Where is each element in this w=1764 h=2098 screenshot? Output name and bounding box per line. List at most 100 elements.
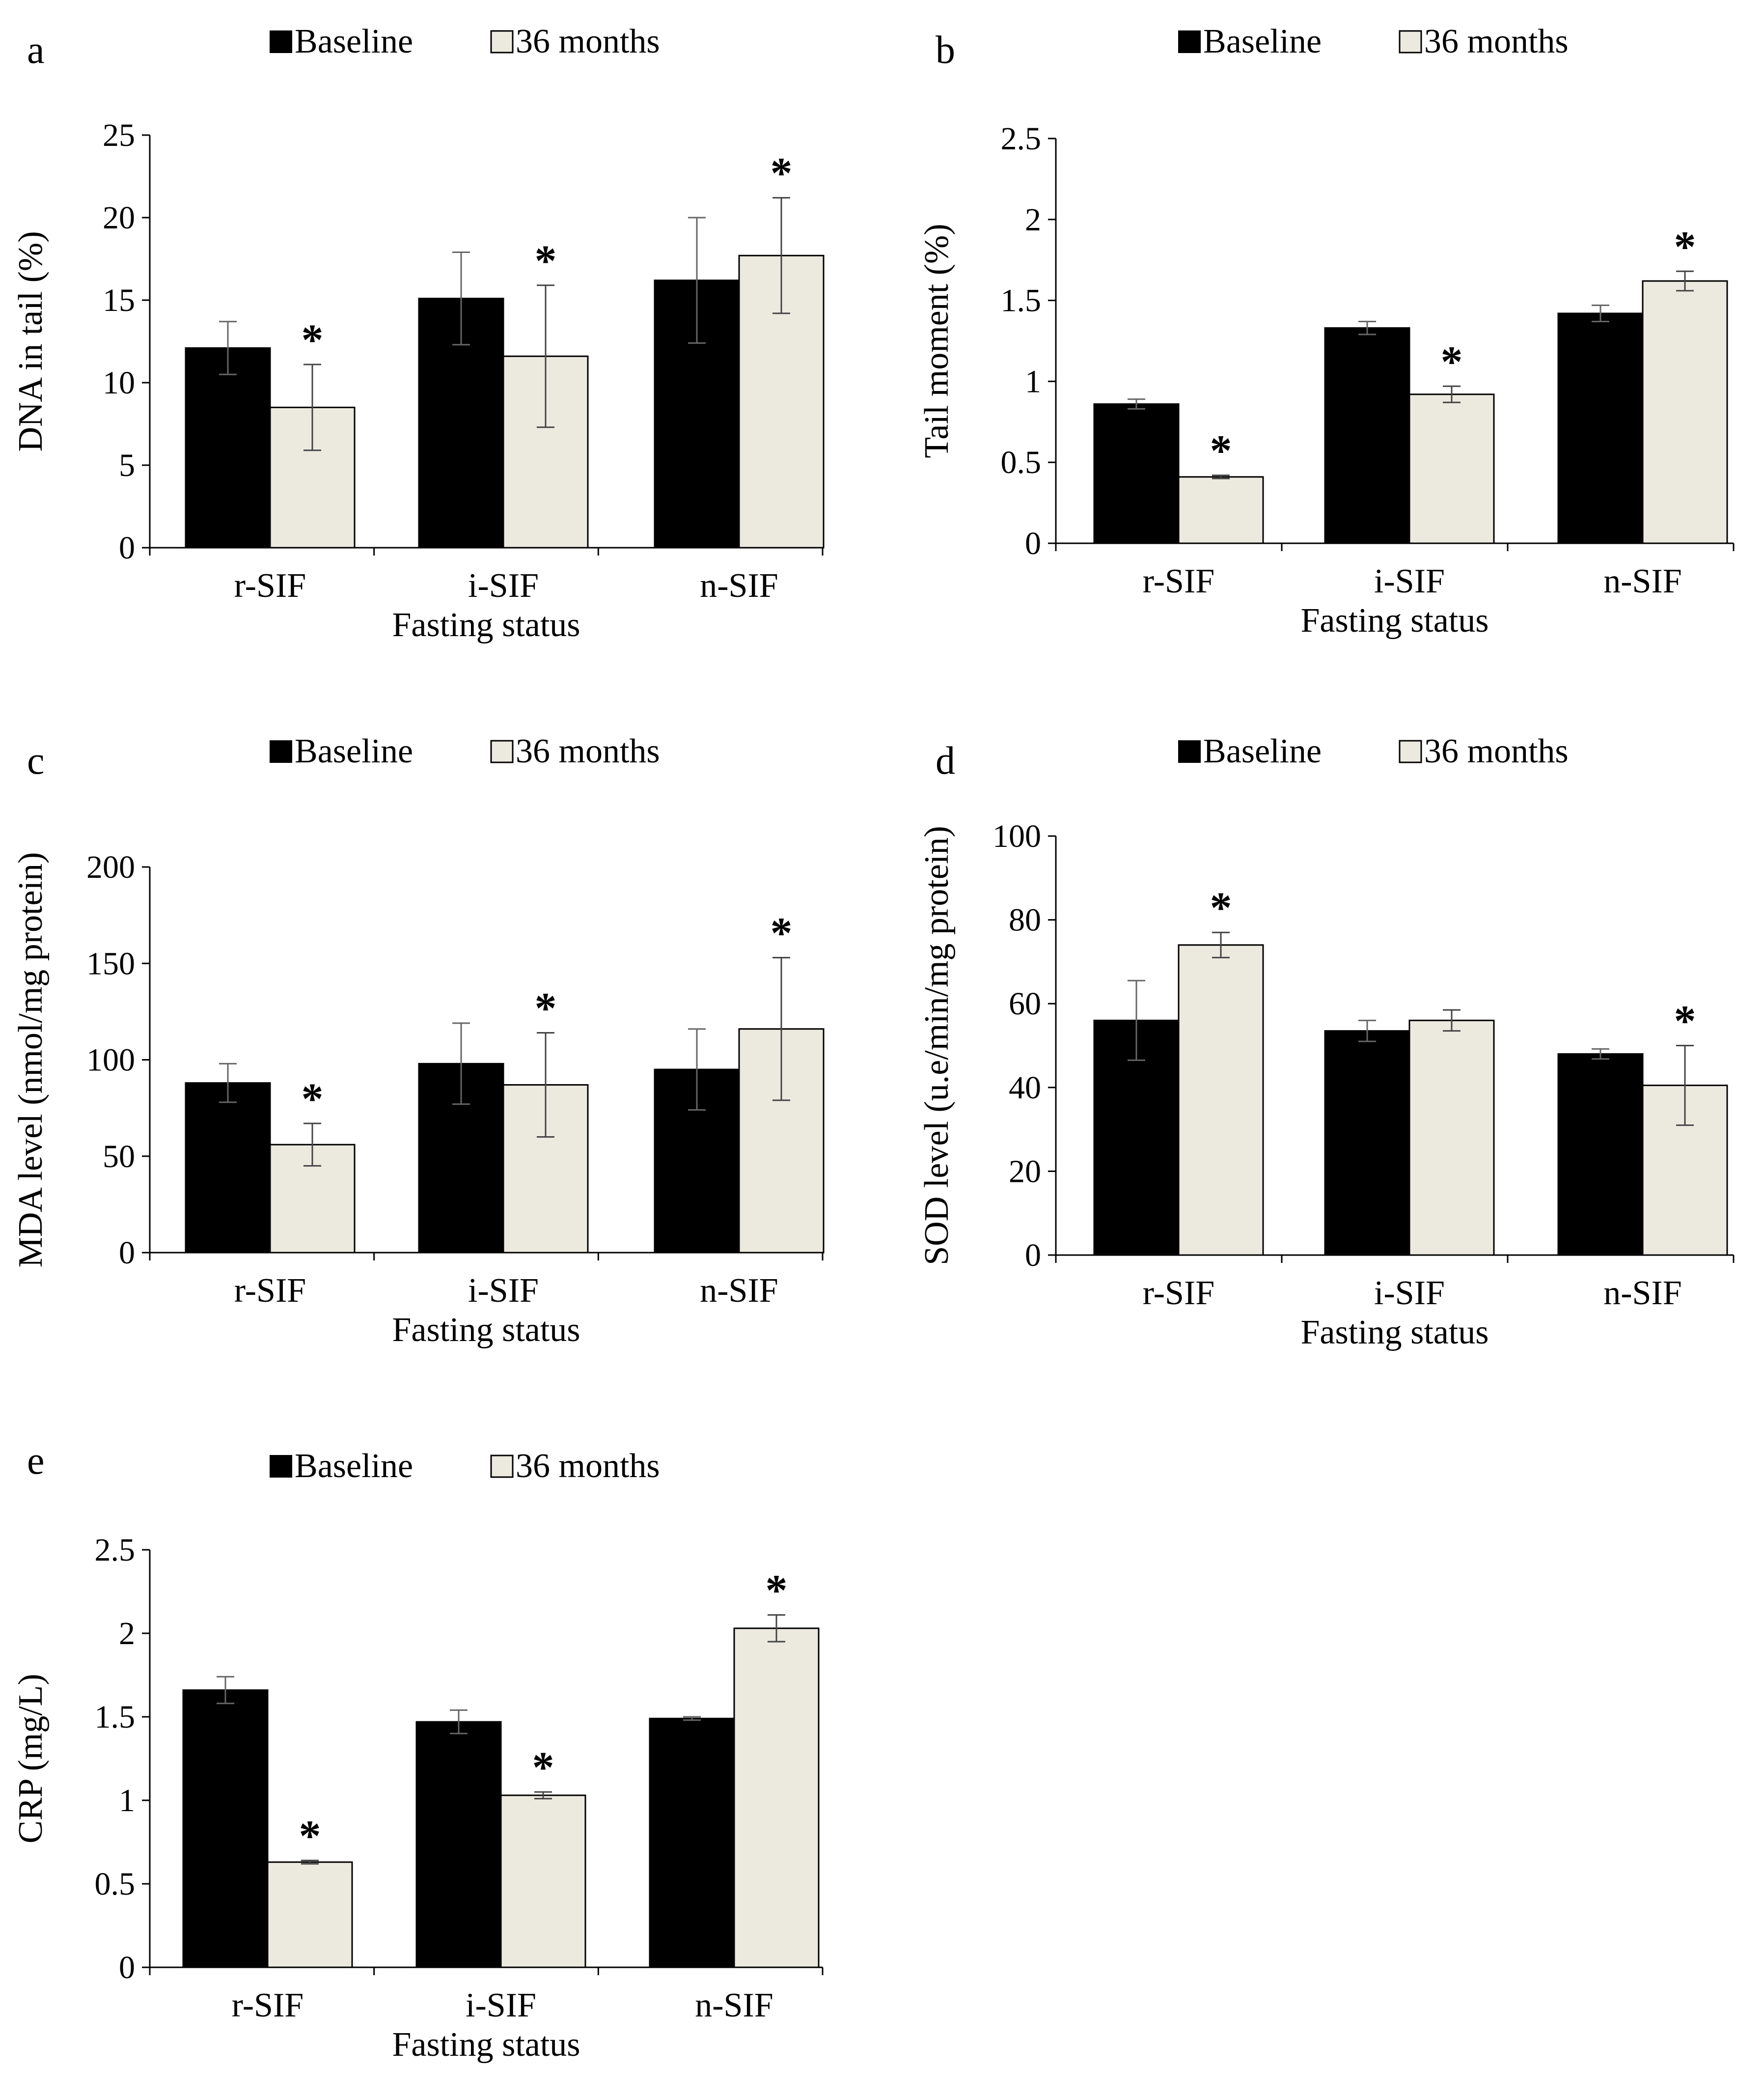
y-tick-label: 0 xyxy=(119,1235,135,1271)
significance-star: * xyxy=(302,1075,324,1123)
x-tick-label: n-SIF xyxy=(1603,562,1681,600)
y-tick-label: 40 xyxy=(1009,1070,1041,1106)
bar-36-months-n-SIF xyxy=(1642,280,1728,544)
y-tick-label: 100 xyxy=(992,818,1041,854)
y-tick-label: 60 xyxy=(1009,986,1041,1022)
legend-swatch-baseline xyxy=(270,740,292,763)
legend-swatch-baseline xyxy=(1178,30,1201,53)
y-tick-label: 100 xyxy=(86,1042,135,1078)
bar-baseline-n-SIF xyxy=(1557,1053,1644,1256)
bar-36-months-r-SIF xyxy=(1178,476,1264,544)
significance-star: * xyxy=(302,316,324,364)
y-tick-label: 0.5 xyxy=(95,1866,136,1902)
legend-swatch-36-months xyxy=(1399,740,1422,763)
y-tick-label: 50 xyxy=(103,1139,135,1175)
y-tick-label: 0 xyxy=(119,1950,135,1986)
y-tick-label: 20 xyxy=(103,200,135,236)
bar-baseline-r-SIF xyxy=(185,347,271,549)
bar-baseline-i-SIF xyxy=(415,1721,502,1968)
panel-label: a xyxy=(27,28,45,72)
bar-baseline-r-SIF xyxy=(182,1689,269,1968)
y-tick-label: 1.5 xyxy=(95,1699,136,1735)
x-tick-label: n-SIF xyxy=(700,567,778,605)
y-tick-label: 15 xyxy=(103,282,135,318)
x-tick-label: i-SIF xyxy=(466,1986,536,2024)
bar-baseline-r-SIF xyxy=(185,1082,271,1254)
y-tick-label: 1 xyxy=(119,1783,135,1818)
y-axis-label: CRP (mg/L) xyxy=(12,1674,50,1844)
y-tick-label: 1 xyxy=(1025,364,1041,399)
significance-star: * xyxy=(299,1812,321,1860)
y-tick-label: 0.5 xyxy=(1001,445,1042,480)
bar-baseline-n-SIF xyxy=(649,1717,735,1968)
y-tick-label: 5 xyxy=(119,448,135,483)
y-tick-label: 25 xyxy=(103,117,135,153)
y-tick-label: 10 xyxy=(103,365,135,401)
y-tick-label: 2 xyxy=(1025,202,1041,238)
x-tick-label: i-SIF xyxy=(468,1272,539,1310)
legend-label-baseline: Baseline xyxy=(1203,732,1322,770)
significance-star: * xyxy=(1210,884,1232,932)
x-axis-label: Fasting status xyxy=(392,1311,580,1349)
x-tick-label: i-SIF xyxy=(468,567,539,605)
x-tick-label: i-SIF xyxy=(1374,1274,1445,1312)
y-tick-label: 2.5 xyxy=(1001,121,1042,157)
bar-36-months-i-SIF xyxy=(500,1794,586,1968)
significance-star: * xyxy=(535,237,557,285)
y-tick-label: 1.5 xyxy=(1001,283,1042,319)
bar-36-months-i-SIF xyxy=(1408,393,1495,544)
y-tick-label: 200 xyxy=(86,849,135,885)
y-tick-label: 0 xyxy=(1025,1237,1041,1273)
legend-label-36-months: 36 months xyxy=(516,1447,660,1485)
bar-36-months-r-SIF xyxy=(1178,944,1264,1256)
x-axis-label: Fasting status xyxy=(392,606,580,644)
y-axis-label: SOD level (u.e/min/mg protein) xyxy=(918,826,956,1265)
panel-label: d xyxy=(936,739,955,783)
bar-baseline-r-SIF xyxy=(1093,403,1180,544)
panel-label: b xyxy=(936,28,955,72)
chart-panel-c: c Baseline 36 months 0 50 100 150 200 MDA level … xyxy=(12,732,825,1349)
y-axis-label: Tail moment (%) xyxy=(918,224,956,458)
legend-swatch-baseline xyxy=(270,1455,292,1478)
significance-star: * xyxy=(766,1567,788,1615)
y-tick-label: 150 xyxy=(86,946,135,981)
y-tick-label: 0 xyxy=(1025,526,1041,561)
y-tick-label: 2.5 xyxy=(95,1532,136,1568)
bar-36-months-r-SIF xyxy=(267,1861,353,1968)
legend-label-36-months: 36 months xyxy=(1424,23,1569,60)
y-tick-label: 80 xyxy=(1009,902,1041,938)
legend-swatch-baseline xyxy=(270,30,292,53)
significance-star: * xyxy=(1441,337,1463,386)
legend-swatch-36-months xyxy=(490,740,514,763)
significance-star: * xyxy=(532,1743,554,1792)
bar-baseline-i-SIF xyxy=(1324,327,1410,544)
legend-label-baseline: Baseline xyxy=(295,23,413,60)
panel-label: e xyxy=(27,1439,45,1483)
x-tick-label: i-SIF xyxy=(1374,562,1445,600)
significance-star: * xyxy=(771,909,793,957)
legend-swatch-36-months xyxy=(490,1455,514,1478)
legend-label-36-months: 36 months xyxy=(1424,732,1569,770)
chart-panel-a: a Baseline 36 months 0 5 10 15 20 25 DNA in tail … xyxy=(12,23,825,644)
x-tick-label: r-SIF xyxy=(234,1272,306,1310)
y-axis-label: DNA in tail (%) xyxy=(12,231,50,451)
bar-baseline-i-SIF xyxy=(1324,1030,1410,1256)
x-tick-label: n-SIF xyxy=(700,1272,778,1310)
x-axis-label: Fasting status xyxy=(392,2026,580,2064)
bar-36-months-i-SIF xyxy=(1408,1019,1495,1256)
chart-panel-e: e Baseline 36 months 0 0.5 1 1.5 2 2.5 CRP (mg/L)… xyxy=(12,1439,824,2064)
x-tick-label: r-SIF xyxy=(234,567,306,605)
bar-36-months-n-SIF xyxy=(738,1028,825,1254)
x-tick-label: r-SIF xyxy=(232,1986,303,2024)
chart-panel-b: b Baseline 36 months 0 0.5 1 1.5 2 2.5 Tail momen… xyxy=(918,23,1735,640)
x-axis-label: Fasting status xyxy=(1300,602,1488,640)
bar-baseline-n-SIF xyxy=(1557,312,1644,544)
panel-label: c xyxy=(27,739,45,783)
legend-swatch-36-months xyxy=(1399,30,1422,54)
legend-label-baseline: Baseline xyxy=(1203,23,1322,60)
y-tick-label: 0 xyxy=(119,530,135,566)
significance-star: * xyxy=(771,149,793,198)
y-tick-label: 2 xyxy=(119,1616,135,1651)
y-axis-label: MDA level (nmol/mg protein) xyxy=(12,852,50,1268)
